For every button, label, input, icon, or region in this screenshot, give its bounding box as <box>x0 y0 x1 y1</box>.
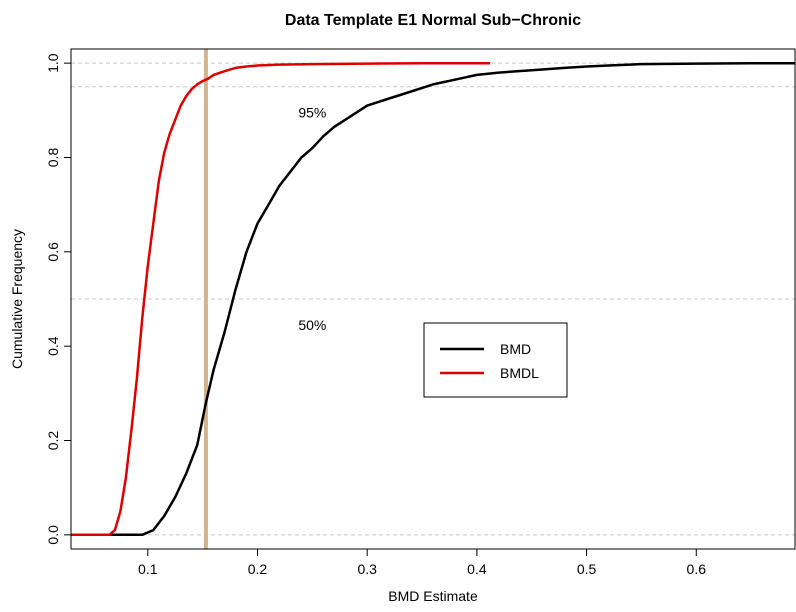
series-line-bmd <box>71 61 795 537</box>
y-tick-label: 1.0 <box>45 53 61 73</box>
x-tick-label: 0.6 <box>687 561 707 577</box>
annotations-layer: 95% 50% <box>298 105 326 333</box>
ticks-layer: 0.1 0.2 0.3 0.4 0.5 0.6 0.0 0.2 0.4 0.6 0.8 1.0 <box>45 53 706 577</box>
y-tick-label: 0.0 <box>45 525 61 545</box>
legend-label: BMD <box>500 341 531 357</box>
plot-frame <box>70 48 796 550</box>
y-tick-label: 0.8 <box>45 148 61 168</box>
annotation-label: 50% <box>298 317 326 333</box>
x-tick-label: 0.2 <box>248 561 268 577</box>
y-tick-label: 0.2 <box>45 431 61 451</box>
x-axis-title: BMD Estimate <box>388 588 478 604</box>
y-tick-label: 0.6 <box>45 242 61 262</box>
x-tick-label: 0.4 <box>467 561 487 577</box>
legend-box <box>423 322 568 398</box>
y-tick-label: 0.4 <box>45 336 61 356</box>
reference-lines <box>71 49 795 549</box>
x-tick-label: 0.5 <box>577 561 597 577</box>
chart-title: Data Template E1 Normal Sub−Chronic <box>285 12 581 29</box>
y-axis-title: Cumulative Frequency <box>9 229 25 369</box>
series-line-bmdl <box>71 61 490 537</box>
annotation-label: 95% <box>298 105 326 121</box>
legend: BMD BMDL <box>423 322 568 398</box>
series-layer <box>71 61 795 537</box>
legend-label: BMDL <box>500 365 539 381</box>
x-tick-label: 0.3 <box>357 561 377 577</box>
x-tick-label: 0.1 <box>138 561 158 577</box>
